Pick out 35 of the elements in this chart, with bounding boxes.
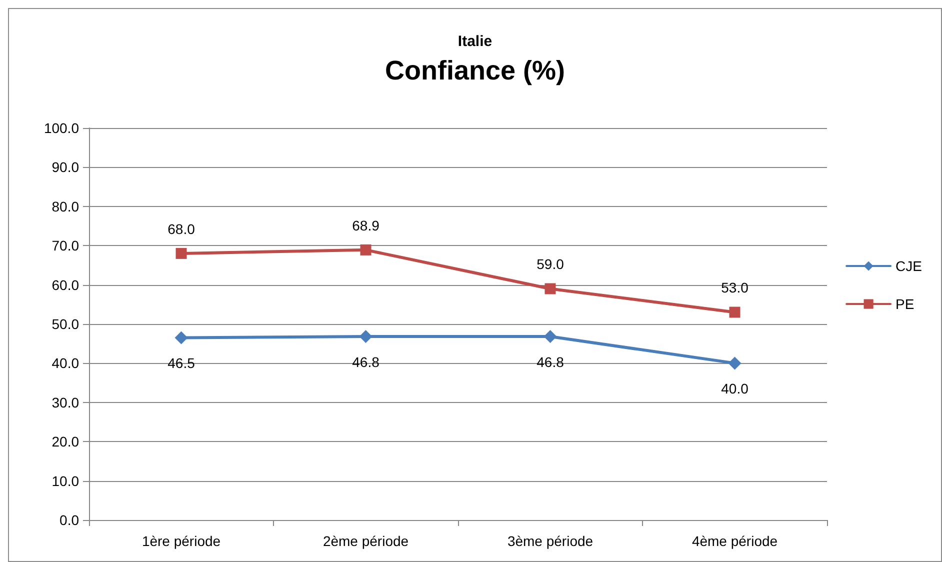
point <box>174 331 188 344</box>
y-tick-label: 90.0 <box>52 159 80 176</box>
y-tick-label: 50.0 <box>52 316 80 332</box>
y-tick-label: 100.0 <box>44 120 80 136</box>
x-tick-label: 4ème période <box>692 533 778 549</box>
data-label: 68.9 <box>352 217 380 234</box>
point <box>176 248 187 259</box>
y-tick-label: 20.0 <box>52 434 80 450</box>
y-tick-label: 60.0 <box>52 276 80 293</box>
y-tick-label: 30.0 <box>52 394 80 410</box>
y-tick-label: 10.0 <box>52 472 80 489</box>
legend-label: CJE <box>896 258 922 274</box>
y-tick-label: 80.0 <box>52 198 80 214</box>
data-label: 46.8 <box>536 354 564 370</box>
legend-label: PE <box>896 296 914 312</box>
point <box>728 356 742 370</box>
point <box>359 330 372 344</box>
point <box>544 330 557 344</box>
data-label: 40.0 <box>721 380 749 397</box>
point <box>544 283 556 294</box>
x-tick-label: 3ème période <box>507 533 594 549</box>
chart-title: Italie <box>458 33 492 50</box>
y-tick-label: 40.0 <box>52 355 80 372</box>
y-tick-label: 0.0 <box>60 512 80 528</box>
data-label: 59.0 <box>536 256 564 272</box>
data-label: 68.0 <box>168 220 196 237</box>
data-label: 46.8 <box>352 354 380 370</box>
chart-subtitle: Confiance (%) <box>384 56 566 86</box>
x-tick-label: 2ème période <box>322 533 409 549</box>
point <box>729 306 740 318</box>
data-label: 46.5 <box>168 355 196 372</box>
x-tick-label: 1ère période <box>142 533 221 549</box>
y-tick-label: 70.0 <box>52 238 80 254</box>
data-label: 53.0 <box>721 280 749 296</box>
point <box>360 244 372 256</box>
